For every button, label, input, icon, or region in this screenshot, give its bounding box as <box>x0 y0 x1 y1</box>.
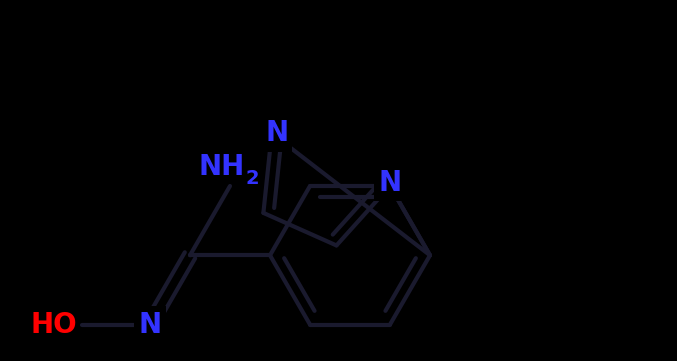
Text: N: N <box>378 169 401 197</box>
Text: N: N <box>265 119 288 147</box>
Text: HO: HO <box>30 310 77 339</box>
Text: N: N <box>138 310 162 339</box>
Text: 2: 2 <box>245 169 259 188</box>
Text: NH: NH <box>199 153 245 181</box>
